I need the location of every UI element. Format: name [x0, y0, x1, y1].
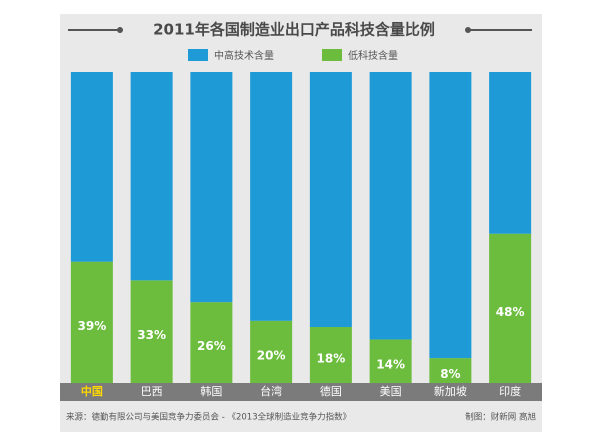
bar-segment: [369, 72, 412, 340]
x-tick-label: 中国: [81, 384, 103, 398]
x-tick-label: 台湾: [260, 384, 282, 398]
bar-segment: [250, 320, 293, 383]
value-label: 8%: [440, 367, 460, 381]
bar-segment: [489, 72, 532, 234]
legend-label: 低科技含量: [348, 49, 398, 62]
title-dot: [117, 27, 123, 33]
bar-segment: [70, 72, 113, 262]
source: 来源：德勤有限公司与美国竞争力委员会 - 《2013全球制造业竞争力指数》: [66, 412, 351, 423]
x-tick-label: 巴西: [141, 385, 163, 398]
bar-segment: [429, 358, 472, 383]
bar-segment: [190, 302, 233, 383]
bar-segment: [190, 72, 233, 303]
value-label: 48%: [496, 305, 525, 319]
x-tick-label: 韩国: [200, 384, 222, 398]
legend-swatch: [322, 49, 342, 61]
bar-segment: [309, 72, 352, 328]
value-label: 14%: [376, 358, 405, 372]
category-strip: [60, 383, 542, 401]
x-tick-label: 德国: [320, 384, 342, 398]
value-label: 33%: [137, 328, 166, 342]
bar-segment: [130, 280, 173, 383]
credit: 制图：财新网 高旭: [465, 412, 536, 423]
bar-segment: [429, 72, 472, 359]
title-dot: [465, 27, 471, 33]
bar-segment: [489, 233, 532, 383]
bar-segment: [130, 72, 173, 281]
legend-swatch: [188, 49, 208, 61]
x-tick-label: 新加坡: [434, 384, 467, 398]
x-tick-label: 美国: [380, 385, 402, 398]
value-label: 18%: [317, 352, 346, 366]
legend-label: 中高技术含量: [214, 49, 274, 62]
value-label: 26%: [197, 339, 226, 353]
x-tick-label: 印度: [499, 384, 521, 398]
value-label: 39%: [78, 319, 107, 333]
bar-segment: [70, 261, 113, 383]
bar-segment: [369, 339, 412, 383]
chart-title: 2011年各国制造业出口产品科技含量比例: [153, 21, 435, 39]
value-label: 20%: [257, 348, 286, 362]
bar-segment: [309, 327, 352, 383]
bar-segment: [250, 72, 293, 321]
